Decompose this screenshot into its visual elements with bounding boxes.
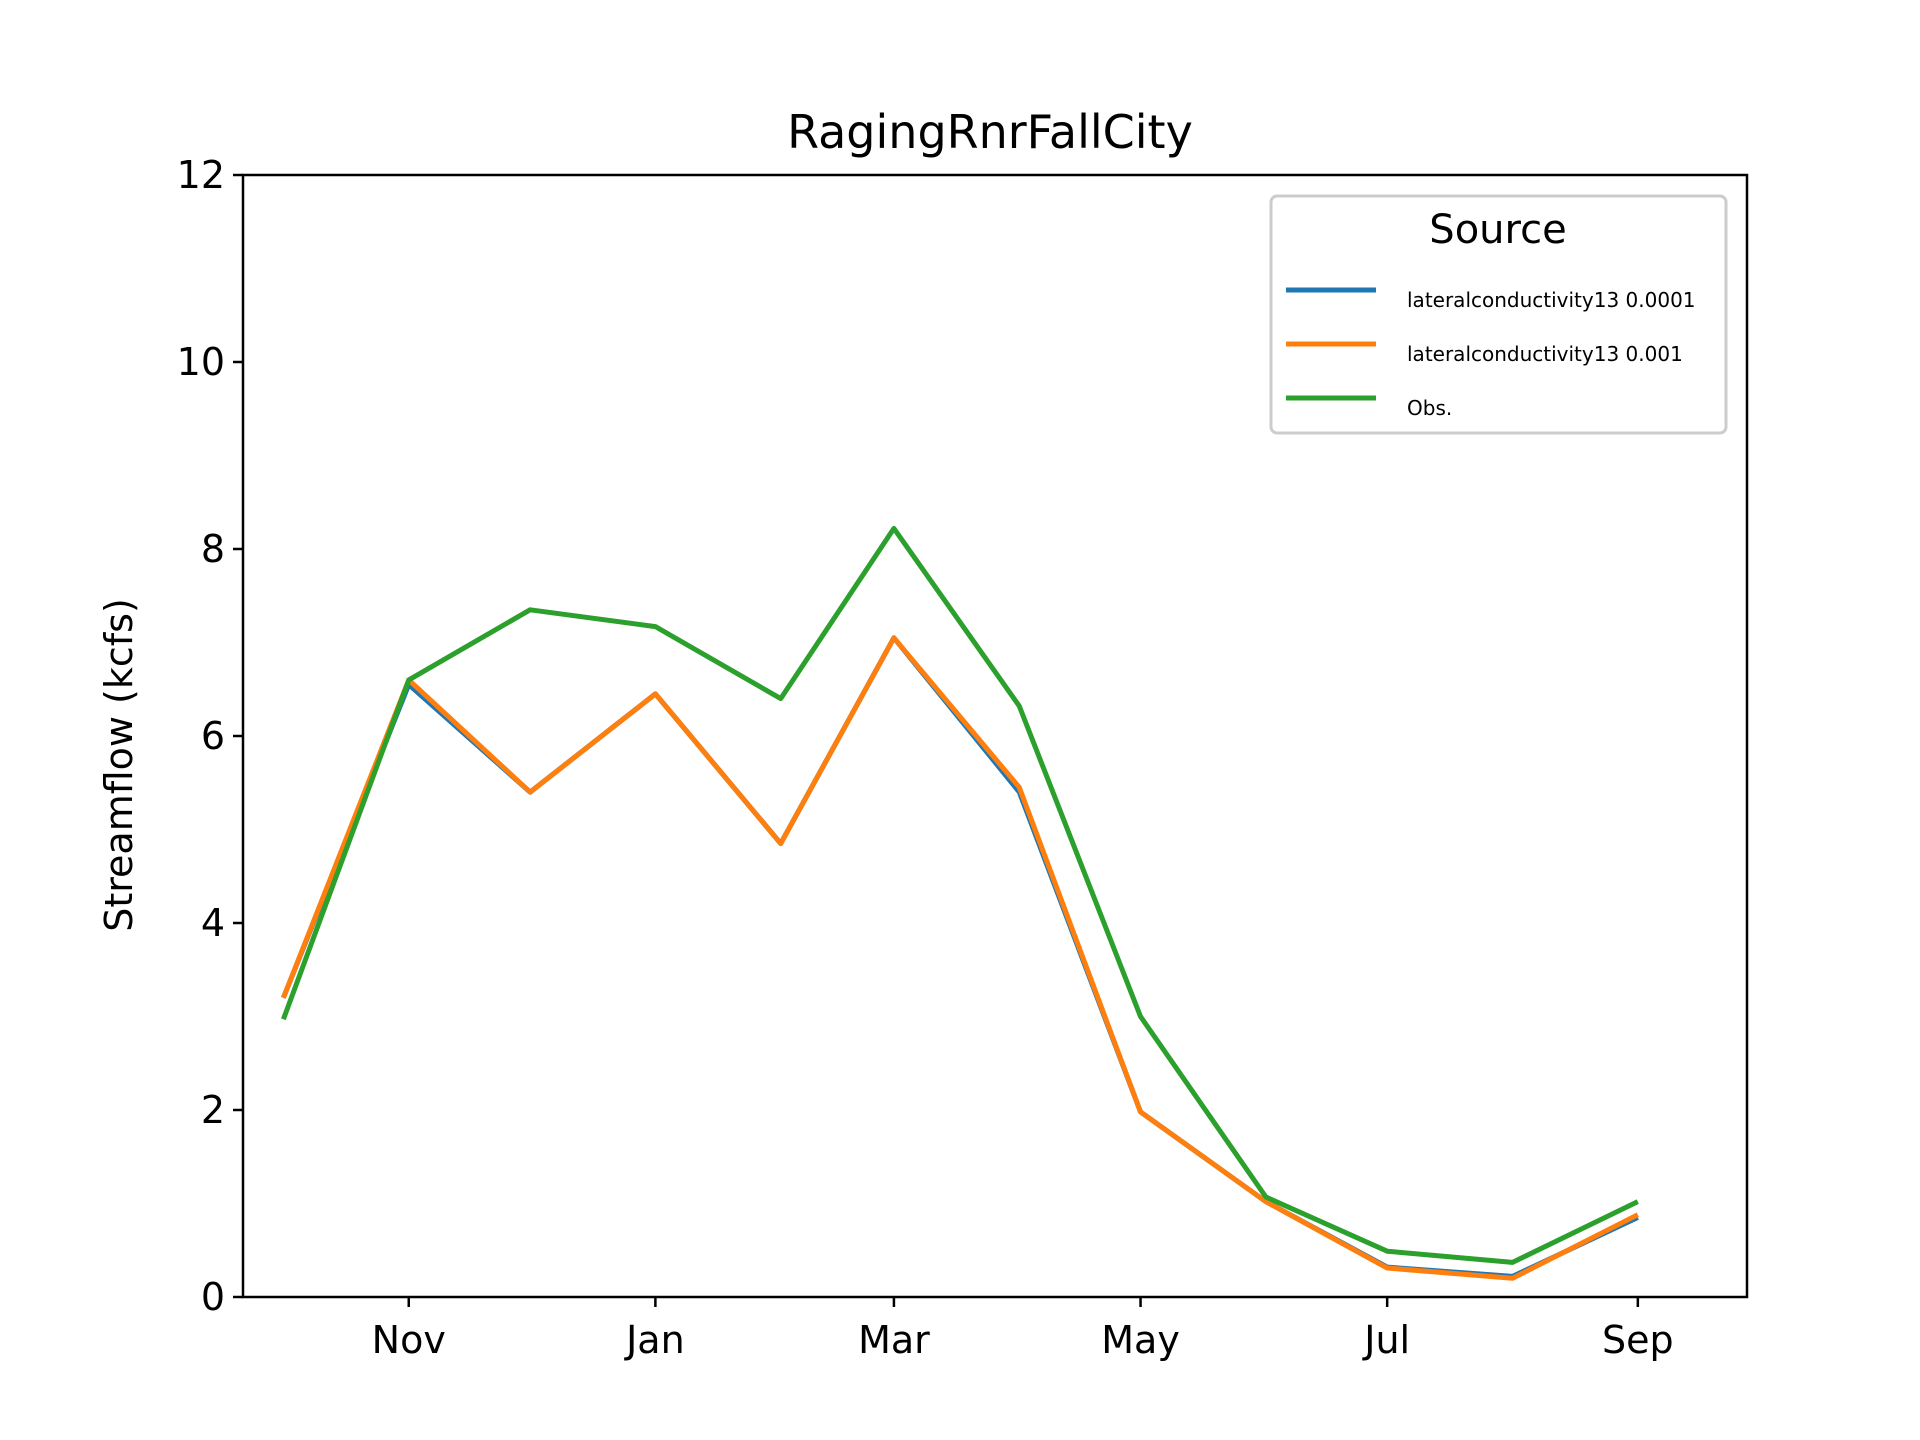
legend-label-1: lateralconductivity13 0.0001: [1407, 288, 1696, 312]
x-tick-label: Mar: [858, 1318, 930, 1362]
y-tick-label: 8: [201, 527, 225, 571]
legend-title: Source: [1429, 207, 1566, 253]
series-line-2: [281, 635, 1639, 1281]
legend-label-3: Obs.: [1407, 396, 1452, 420]
legend-box: [1269, 194, 1728, 435]
series-line-3: [281, 525, 1639, 1265]
y-axis-title: Streamflow (kcfs): [97, 598, 141, 932]
x-tick-label: Jul: [1362, 1318, 1410, 1362]
x-tick-label: May: [1101, 1318, 1180, 1362]
y-tick-label: 10: [177, 340, 225, 384]
x-axis: Nov Jan Mar May Jul Sep: [372, 1297, 1674, 1362]
chart-title: RagingRnrFallCity: [787, 105, 1193, 159]
x-tick-label: Sep: [1602, 1318, 1674, 1362]
x-tick-label: Jan: [624, 1318, 685, 1362]
y-tick-label: 0: [201, 1275, 225, 1319]
y-tick-label: 12: [177, 153, 225, 197]
y-tick-label: 4: [201, 901, 225, 945]
legend-label-2: lateralconductivity13 0.001: [1407, 342, 1683, 366]
series-layer: [281, 525, 1639, 1281]
y-tick-label: 2: [201, 1088, 225, 1132]
y-tick-label: 6: [201, 714, 225, 758]
y-axis: 0 2 4 6 8 10 12: [177, 153, 243, 1319]
x-tick-label: Nov: [372, 1318, 446, 1362]
legend: Source lateralconductivity13 0.0001 later…: [1269, 194, 1728, 435]
